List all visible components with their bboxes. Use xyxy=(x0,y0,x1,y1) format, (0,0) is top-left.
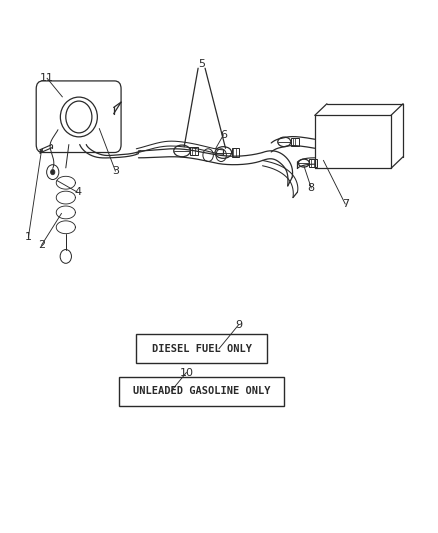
Text: UNLEADED GASOLINE ONLY: UNLEADED GASOLINE ONLY xyxy=(133,386,270,396)
Text: 8: 8 xyxy=(308,183,315,193)
Circle shape xyxy=(50,169,55,175)
Bar xyxy=(309,159,317,167)
Text: 6: 6 xyxy=(220,130,227,140)
Text: 4: 4 xyxy=(74,187,81,197)
Text: 2: 2 xyxy=(38,240,45,251)
Text: 1: 1 xyxy=(25,232,32,243)
Bar xyxy=(190,147,198,155)
Text: 10: 10 xyxy=(179,368,193,377)
Text: 11: 11 xyxy=(40,73,54,83)
Text: DIESEL FUEL ONLY: DIESEL FUEL ONLY xyxy=(152,344,251,354)
Bar xyxy=(232,148,240,157)
Text: 5: 5 xyxy=(198,59,205,69)
Text: 7: 7 xyxy=(342,199,349,209)
Text: 9: 9 xyxy=(235,320,242,330)
Bar xyxy=(291,138,299,146)
Text: 3: 3 xyxy=(112,166,119,176)
